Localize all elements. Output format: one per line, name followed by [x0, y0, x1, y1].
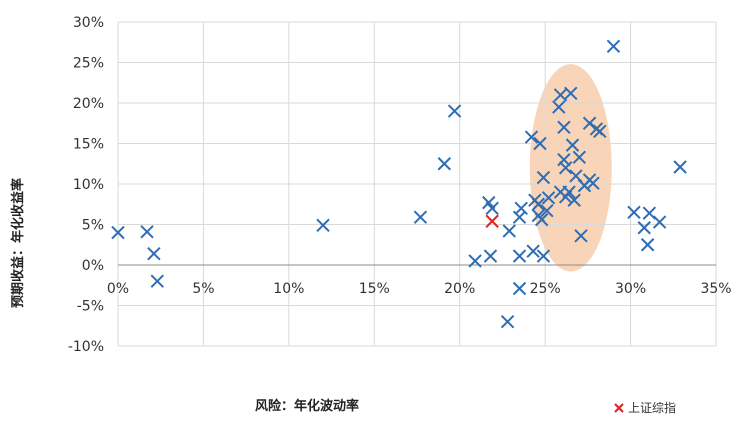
x-tick-label: 5%: [192, 281, 214, 297]
x-tick-label: 30%: [615, 281, 646, 297]
y-tick-label: 15%: [73, 137, 104, 153]
x-tick-label: 10%: [273, 281, 304, 297]
data-point: [483, 249, 498, 263]
y-tick-label: -10%: [68, 339, 104, 355]
data-point: [531, 197, 546, 211]
data-point: [586, 176, 600, 190]
data-point: [111, 225, 125, 240]
data-point: [540, 204, 554, 218]
data-point: [150, 274, 165, 288]
data-point: [514, 201, 528, 216]
data-point: [468, 254, 482, 268]
legend-label-shanghai-index: 上证综指: [628, 400, 676, 415]
data-point: [536, 170, 551, 185]
data-point: [485, 201, 499, 216]
data-point: [512, 249, 527, 263]
data-point: [593, 124, 607, 139]
data-point: [564, 86, 578, 100]
legend-marker-icon: [614, 403, 624, 413]
data-point: [533, 136, 547, 151]
data-point: [541, 191, 556, 205]
data-point: [140, 225, 154, 239]
data-point: [565, 138, 580, 152]
data-point: [316, 218, 330, 233]
data-point: [567, 193, 581, 207]
y-tick-label: 30%: [73, 15, 104, 31]
data-point: [552, 100, 566, 114]
data-point: [437, 157, 452, 171]
data-point: [502, 224, 516, 238]
data-point: [637, 221, 651, 235]
x-axis-title: 风险：年化波动率: [255, 398, 359, 414]
data-point: [558, 161, 573, 175]
data-point: [557, 152, 571, 167]
data-point: [447, 104, 462, 118]
y-tick-label: 0%: [82, 258, 104, 274]
x-tick-label: 35%: [700, 281, 731, 297]
x-tick-label: 0%: [107, 281, 129, 297]
x-tick-label: 20%: [444, 281, 475, 297]
data-point: [500, 314, 515, 329]
data-point: [512, 281, 527, 296]
y-tick-label: -5%: [77, 299, 104, 315]
data-point: [572, 150, 587, 164]
y-tick-label: 10%: [73, 177, 104, 193]
legend: 上证综指: [614, 400, 676, 415]
data-point: [535, 212, 549, 227]
data-point: [640, 238, 655, 252]
y-tick-label: 5%: [82, 218, 104, 234]
data-point: [652, 215, 667, 229]
data-point: [627, 205, 641, 220]
data-point-shanghai-index: [485, 214, 499, 228]
y-tick-label: 20%: [73, 96, 104, 112]
data-point: [673, 160, 687, 174]
highlight-ellipse: [529, 64, 612, 272]
x-tick-label: 15%: [359, 281, 390, 297]
data-point: [606, 39, 621, 54]
data-point: [536, 249, 551, 263]
y-axis-title: 预期收益：年化收益率: [10, 178, 26, 308]
data-point: [574, 229, 588, 243]
data-point: [557, 120, 571, 135]
data-point: [526, 244, 540, 258]
data-point: [147, 246, 161, 261]
data-point: [413, 210, 428, 224]
y-tick-label: 25%: [73, 56, 104, 72]
data-point: [524, 130, 539, 144]
x-tick-label: 25%: [530, 281, 561, 297]
data-point: [562, 185, 576, 199]
